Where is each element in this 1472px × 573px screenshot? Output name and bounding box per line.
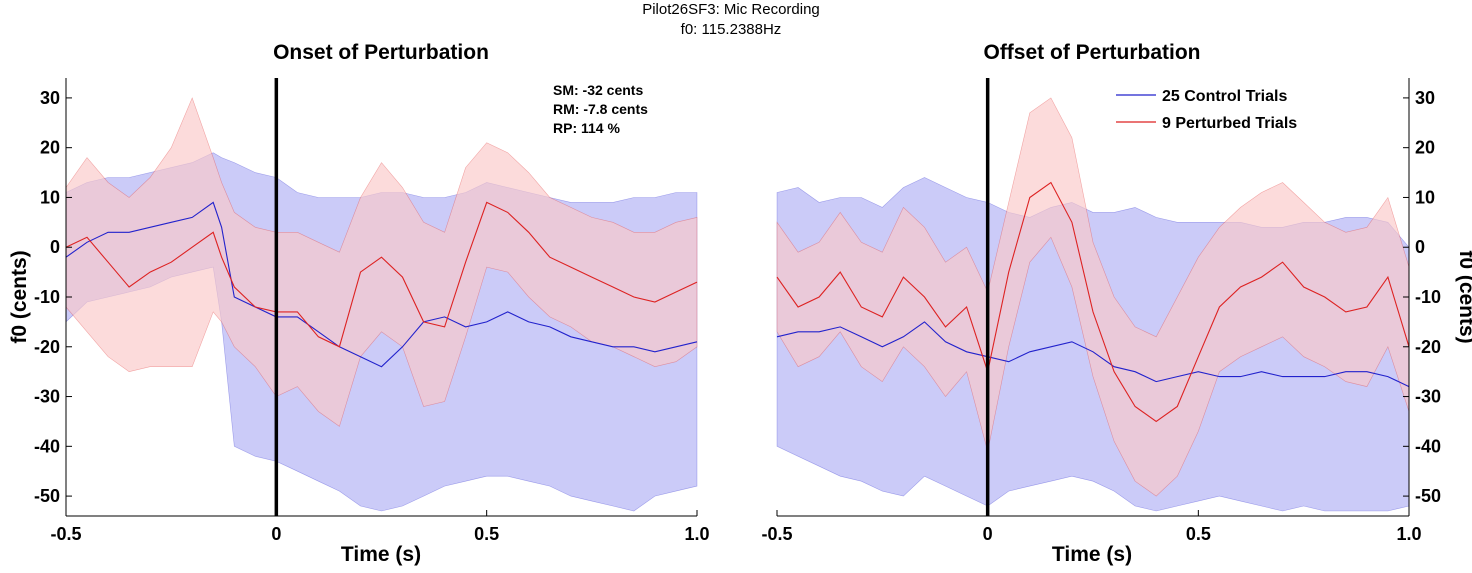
onset-x-axis-label: Time (s): [341, 543, 421, 566]
offset-y-tick-label: 20: [1415, 138, 1435, 158]
onset-perturbed-mean-line: [65, 201, 698, 348]
onset-x-tick-label: 0.5: [474, 524, 499, 544]
offset-y-tick-label: 0: [1415, 237, 1425, 257]
offset-x-axis-label: Time (s): [1052, 543, 1132, 566]
offset-panel: Offset of Perturbation -0.5 0 0.5 1.0 30 20 10…: [761, 41, 1472, 566]
onset-y-tick-label: 10: [40, 187, 60, 207]
onset-x-tick-label: 1.0: [684, 524, 709, 544]
onset-y-tick-label: -50: [34, 486, 60, 506]
offset-y-tick-label: 10: [1415, 187, 1435, 207]
onset-control-mean-line: [65, 201, 698, 368]
onset-x-tick-label: -0.5: [50, 524, 81, 544]
onset-y-tick-label: 0: [50, 237, 60, 257]
offset-x-tick-label: 0.5: [1186, 524, 1211, 544]
onset-y-tick-label: -10: [34, 287, 60, 307]
offset-y-tick-label: -20: [1415, 337, 1441, 357]
onset-y-tick-label: 20: [40, 138, 60, 158]
offset-plot-area: -0.5 0 0.5 1.0 30 20 10 0 -10 -20 -30 -40 -50: [761, 78, 1441, 544]
offset-y-tick-label: 30: [1415, 88, 1435, 108]
legend-control-label: 25 Control Trials: [1162, 88, 1287, 105]
figure-suptitle-line1: Pilot26SF3: Mic Recording: [642, 1, 820, 18]
offset-y-axis-label: f0 (cents): [1455, 250, 1472, 343]
offset-x-tick-label: 1.0: [1396, 524, 1421, 544]
offset-y-tick-label: -40: [1415, 436, 1441, 456]
onset-y-tick-label: -40: [34, 436, 60, 456]
stat-rp: RP: 114 %: [553, 120, 620, 136]
onset-y-tick-label: -20: [34, 337, 60, 357]
legend: 25 Control Trials 9 Perturbed Trials: [1116, 88, 1297, 132]
onset-y-tick-label: 30: [40, 88, 60, 108]
stat-rm: RM: -7.8 cents: [553, 101, 648, 117]
stat-sm: SM: -32 cents: [553, 82, 643, 98]
figure-suptitle-line2: f0: 115.2388Hz: [681, 21, 782, 38]
onset-y-tick-label: -30: [34, 387, 60, 407]
offset-x-tick-label: -0.5: [761, 524, 792, 544]
offset-y-tick-label: -10: [1415, 287, 1441, 307]
onset-panel: Onset of Perturbation -0.5 0 0.5 1.0 30 20 10 0…: [8, 41, 710, 566]
onset-plot-area: -0.5 0 0.5 1.0 30 20 10 0 -10 -20 -30 -40 -50: [34, 78, 710, 544]
offset-panel-title: Offset of Perturbation: [983, 41, 1200, 64]
offset-x-tick-label: 0: [983, 524, 993, 544]
offset-control-mean-line: [776, 321, 1410, 388]
legend-perturbed-label: 9 Perturbed Trials: [1162, 115, 1297, 132]
onset-x-tick-label: 0: [271, 524, 281, 544]
offset-perturbed-mean-line: [776, 181, 1410, 423]
onset-y-axis-label: f0 (cents): [8, 250, 31, 343]
onset-panel-title: Onset of Perturbation: [273, 41, 489, 64]
offset-y-tick-label: -50: [1415, 486, 1441, 506]
offset-y-tick-label: -30: [1415, 387, 1441, 407]
onset-perturbed-band: [65, 97, 698, 427]
onset-stats-annotations: SM: -32 cents RM: -7.8 cents RP: 114 %: [553, 82, 648, 136]
